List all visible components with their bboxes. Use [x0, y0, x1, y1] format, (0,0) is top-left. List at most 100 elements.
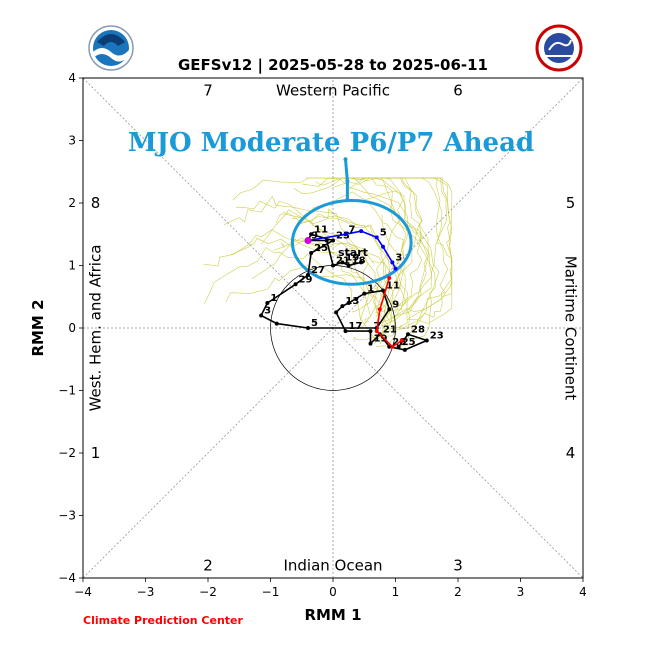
y-tick-label: −4 — [58, 571, 76, 585]
x-tick-label: −2 — [199, 585, 217, 599]
series-point — [381, 244, 385, 249]
x-axis-title: RMM 1 — [304, 606, 361, 624]
ensemble-track — [345, 177, 423, 314]
point-label: 21 — [383, 324, 397, 335]
region-label-left: West. Hem. and Africa — [87, 245, 105, 412]
national-weather-service-logo — [535, 24, 583, 72]
phase-number: 8 — [91, 194, 101, 212]
series-point — [309, 251, 314, 255]
series-point — [396, 344, 401, 349]
series-point — [343, 329, 348, 334]
series-point — [345, 197, 350, 202]
phase-number: 3 — [453, 557, 463, 575]
point-label: 3 — [395, 252, 402, 263]
point-label: 19 — [345, 252, 359, 263]
start-label: start — [338, 246, 368, 259]
series-point — [304, 237, 312, 244]
series-point — [377, 307, 382, 312]
ensemble-track — [404, 177, 453, 327]
series-point — [359, 260, 364, 265]
phase-number: 6 — [453, 82, 463, 100]
point-label: 1 — [367, 284, 374, 295]
series-point — [259, 313, 264, 318]
series-point — [306, 272, 310, 277]
point-label: 13 — [345, 296, 359, 307]
point-label: 9 — [392, 299, 399, 310]
point-label: 25 — [402, 337, 416, 348]
series-point — [293, 282, 298, 287]
x-tick-label: 0 — [329, 585, 337, 599]
point-label: 29 — [299, 274, 313, 285]
credit: Climate Prediction Center — [83, 614, 243, 627]
forecast-series: 2528232821197171311195312927252311921191… — [259, 157, 444, 352]
x-tick-label: 4 — [579, 585, 587, 599]
ensemble-track — [407, 177, 453, 325]
point-label: 27 — [311, 265, 325, 276]
series-point — [381, 288, 385, 293]
x-tick-label: −3 — [137, 585, 155, 599]
ensemble-track — [400, 177, 449, 330]
phase-number: 2 — [203, 557, 213, 575]
point-label: 9 — [311, 231, 318, 242]
series-point — [331, 263, 335, 268]
region-label-bottom: Indian Ocean — [283, 557, 382, 575]
point-label: 5 — [311, 318, 318, 329]
point-label: 18 — [352, 256, 366, 267]
ensemble-track — [347, 177, 448, 327]
series-point — [274, 321, 279, 326]
series-point — [340, 260, 345, 265]
phase-number: 7 — [203, 82, 213, 100]
series-point — [402, 347, 407, 352]
series-point — [309, 232, 314, 237]
series-point — [343, 157, 348, 162]
x-tick-label: −4 — [74, 585, 92, 599]
point-label: 19 — [374, 334, 388, 345]
y-tick-label: −2 — [58, 446, 76, 460]
series-point — [387, 276, 392, 280]
series-point — [374, 329, 379, 334]
ensemble-track — [300, 208, 391, 323]
series-point — [345, 179, 350, 184]
series-point — [387, 307, 392, 312]
ensemble-track — [305, 177, 407, 313]
series-point — [424, 338, 429, 343]
series-point — [406, 332, 410, 337]
phase-number: 5 — [566, 194, 576, 212]
ensemble-track — [353, 214, 408, 342]
series-point — [368, 341, 373, 346]
series-point — [340, 304, 345, 309]
y-tick-label: −1 — [58, 384, 76, 398]
y-tick-label: −3 — [58, 509, 76, 523]
series-point — [324, 238, 329, 243]
point-label: 23 — [430, 331, 444, 342]
series-point — [368, 329, 373, 334]
x-tick-label: −1 — [262, 585, 280, 599]
ensemble-track — [235, 200, 393, 338]
series-point — [362, 291, 367, 296]
point-label: 25 — [314, 243, 328, 254]
point-label: 17 — [349, 321, 363, 332]
x-tick-label: 3 — [517, 585, 525, 599]
series-point — [331, 238, 335, 243]
series-point — [393, 266, 398, 271]
x-tick-label: 2 — [454, 585, 462, 599]
ensemble-track — [225, 265, 389, 344]
phase-number: 4 — [566, 444, 576, 462]
series-point — [334, 310, 339, 315]
ensemble-track — [203, 247, 378, 342]
y-tick-label: 3 — [68, 134, 76, 148]
y-tick-label: 4 — [68, 71, 76, 85]
phase-number: 1 — [91, 444, 101, 462]
series-point — [346, 263, 351, 268]
region-label-top: Western Pacific — [276, 82, 390, 100]
series-point — [390, 260, 395, 265]
point-label: 11 — [314, 224, 328, 235]
series-point — [346, 301, 351, 305]
ensemble-track — [232, 177, 409, 318]
point-label: 1 — [270, 293, 277, 304]
series-point — [390, 344, 395, 349]
series-point — [265, 301, 270, 305]
chart-title: GEFSv12 | 2025-05-28 to 2025-06-11 — [178, 56, 488, 75]
